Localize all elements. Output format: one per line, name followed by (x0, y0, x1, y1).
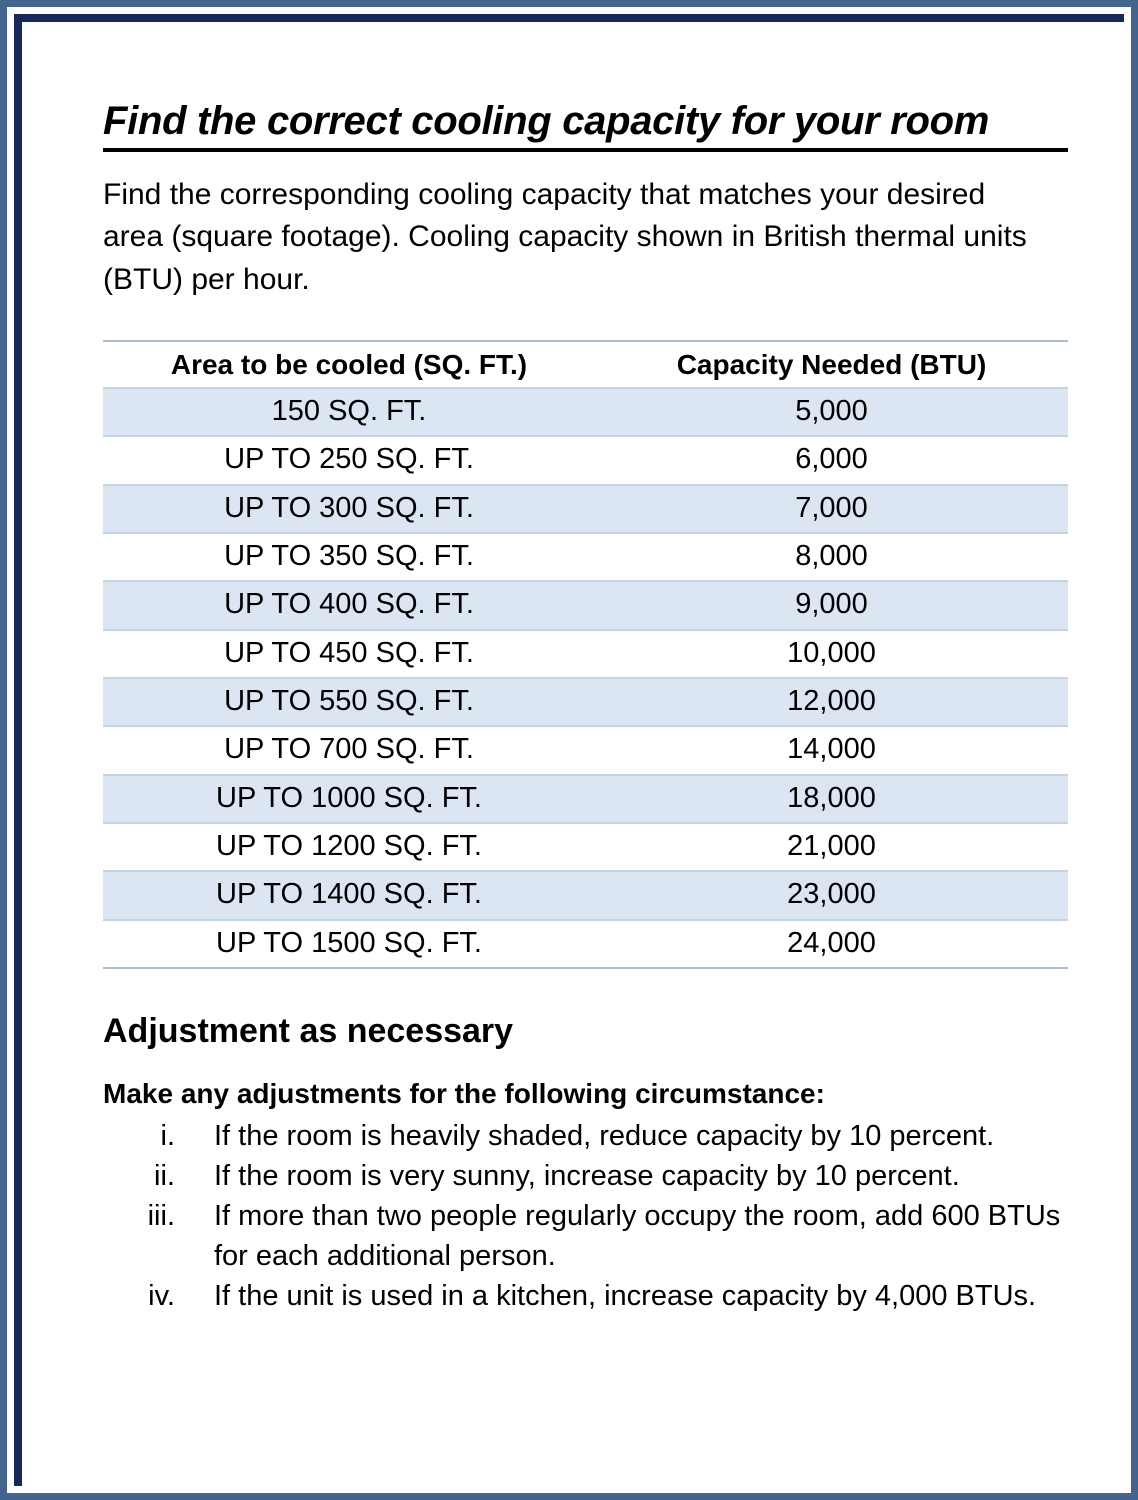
section-heading-adjustment: Adjustment as necessary (103, 1012, 514, 1051)
cell-area: UP TO 700 SQ. FT. (103, 726, 595, 776)
table-row: UP TO 1400 SQ. FT. 23,000 (103, 870, 1068, 921)
list-item: i. If the room is heavily shaded, reduce… (103, 1116, 1068, 1156)
list-item-text: If the unit is used in a kitchen, increa… (214, 1280, 1037, 1313)
cell-capacity: 10,000 (595, 629, 1068, 679)
list-item-marker: iv. (148, 1280, 175, 1313)
cell-area: UP TO 250 SQ. FT. (103, 436, 595, 486)
table-header: Area to be cooled (SQ. FT.) Capacity Nee… (103, 339, 1068, 389)
table-row: 150 SQ. FT. 5,000 (103, 386, 1068, 438)
table-row: UP TO 300 SQ. FT. 7,000 (103, 483, 1068, 534)
intro-paragraph: Find the corresponding cooling capacity … (103, 178, 1027, 296)
cell-capacity: 12,000 (595, 676, 1068, 728)
list-item-marker: iii. (147, 1200, 175, 1233)
column-header-capacity: Capacity Needed (BTU) (595, 339, 1068, 389)
table-row: UP TO 450 SQ. FT. 10,000 (103, 629, 1068, 679)
table-row: UP TO 1200 SQ. FT. 21,000 (103, 822, 1068, 873)
document-content: Find the correct cooling capacity for yo… (103, 100, 1068, 1316)
list-item: iii. If more than two people regularly o… (103, 1196, 1068, 1276)
table-row: UP TO 250 SQ. FT. 6,000 (103, 436, 1068, 486)
list-item: iv. If the unit is used in a kitchen, in… (103, 1276, 1068, 1316)
list-item-text: If more than two people regularly occupy… (214, 1200, 1061, 1273)
cell-area: UP TO 1400 SQ. FT. (103, 870, 595, 921)
cell-capacity: 14,000 (595, 726, 1068, 776)
cell-area: UP TO 1500 SQ. FT. (103, 919, 595, 970)
table-row: UP TO 1500 SQ. FT. 24,000 (103, 919, 1068, 970)
cell-area: UP TO 400 SQ. FT. (103, 580, 595, 631)
column-header-area: Area to be cooled (SQ. FT.) (103, 339, 595, 389)
list-item-marker: i. (160, 1120, 176, 1152)
table-row: UP TO 400 SQ. FT. 9,000 (103, 580, 1068, 631)
list-item-text: If the room is heavily shaded, reduce ca… (214, 1120, 995, 1152)
cell-capacity: 18,000 (595, 773, 1068, 824)
table-row: UP TO 350 SQ. FT. 8,000 (103, 532, 1068, 583)
adjustments-lead-text: Make any adjustments for the following c… (103, 1078, 825, 1110)
cell-area: UP TO 350 SQ. FT. (103, 532, 595, 583)
cell-area: UP TO 1200 SQ. FT. (103, 822, 595, 873)
table-row: UP TO 1000 SQ. FT. 18,000 (103, 773, 1068, 824)
table-row: UP TO 550 SQ. FT. 12,000 (103, 676, 1068, 728)
table-header-row: Area to be cooled (SQ. FT.) Capacity Nee… (103, 339, 1068, 389)
cell-capacity: 5,000 (595, 386, 1068, 438)
list-item-marker: ii. (154, 1160, 175, 1193)
cell-capacity: 24,000 (595, 919, 1068, 970)
list-item: ii. If the room is very sunny, increase … (103, 1156, 1068, 1196)
page-title: Find the correct cooling capacity for yo… (103, 100, 1068, 152)
cell-capacity: 6,000 (595, 436, 1068, 486)
cell-area: UP TO 1000 SQ. FT. (103, 773, 595, 824)
table-body: 150 SQ. FT. 5,000 UP TO 250 SQ. FT. 6,00… (103, 386, 1068, 970)
cell-area: UP TO 550 SQ. FT. (103, 676, 595, 728)
cell-area: UP TO 300 SQ. FT. (103, 483, 595, 534)
adjustments-list: i. If the room is heavily shaded, reduce… (103, 1116, 1068, 1316)
cell-capacity: 8,000 (595, 532, 1068, 583)
list-item-text: If the room is very sunny, increase capa… (214, 1160, 960, 1193)
table-row: UP TO 700 SQ. FT. 14,000 (103, 726, 1068, 776)
cell-capacity: 23,000 (595, 870, 1068, 921)
page-surface: Find the correct cooling capacity for yo… (22, 22, 1130, 1492)
cooling-capacity-table: Area to be cooled (SQ. FT.) Capacity Nee… (103, 339, 1068, 970)
cell-capacity: 21,000 (595, 822, 1068, 873)
cell-area: 150 SQ. FT. (103, 386, 595, 438)
cell-capacity: 7,000 (595, 483, 1068, 534)
cell-capacity: 9,000 (595, 580, 1068, 631)
cell-area: UP TO 450 SQ. FT. (103, 629, 595, 679)
